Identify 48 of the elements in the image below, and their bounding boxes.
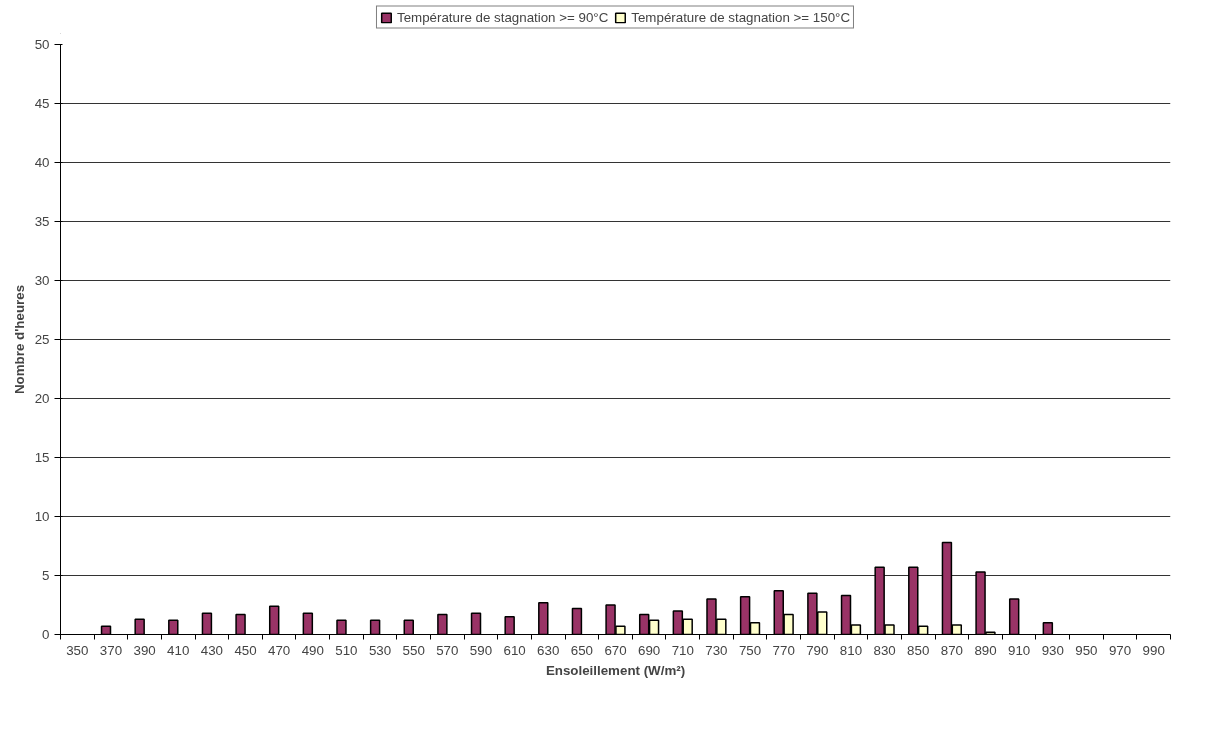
x-tick-label: 350 [66,642,89,658]
x-tick-label: 490 [301,642,324,658]
y-tick-label: 15 [34,450,50,465]
y-tick-label: 20 [34,391,50,406]
x-tick-label: 450 [234,642,257,658]
x-tick-label: 550 [402,642,425,658]
x-tick-label: 990 [1142,642,1165,658]
x-tick-label: 590 [469,642,493,658]
x-tick-label: 570 [436,642,459,658]
x-tick-label: 470 [268,642,291,658]
x-tick-label: 430 [200,642,223,658]
x-tick-label: 710 [671,642,694,658]
x-tick-label: 510 [335,642,358,658]
y-axis-title: Nombre d'heures [11,284,27,395]
y-tick-label: 35 [34,214,50,229]
x-tick-label: 370 [99,642,123,658]
x-tick-label: 670 [604,642,627,658]
x-tick-label: 650 [570,642,593,658]
x-tick-label: 830 [873,642,896,658]
legend-label: Température de stagnation >= 90°C [396,9,609,25]
x-tick-label: 730 [705,642,728,658]
legend-label: Température de stagnation >= 150°C [631,9,851,25]
x-tick-label: 870 [940,642,963,658]
x-tick-label: 890 [974,642,997,658]
x-tick-label: 530 [368,642,392,658]
y-tick-label: 10 [34,509,50,524]
y-tick-label: 50 [34,37,50,52]
y-tick-label: 30 [34,273,50,288]
x-tick-label: 950 [1075,642,1098,658]
x-tick-label: 850 [907,642,930,658]
y-tick-label: 5 [42,568,50,583]
x-tick-label: 610 [503,642,526,658]
y-tick-label: 0 [42,627,50,642]
x-tick-label: 390 [133,642,156,658]
x-tick-label: 410 [167,642,190,658]
y-tick-label: 40 [34,155,50,170]
x-tick-label: 750 [738,642,762,658]
y-tick-label: 25 [34,332,50,347]
x-tick-label: 690 [638,642,661,658]
x-tick-label: 630 [537,642,560,658]
x-tick-label: 930 [1041,642,1064,658]
x-tick-label: 970 [1108,642,1132,658]
x-tick-label: 810 [839,642,863,658]
x-axis-title: Ensoleillement (W/m²) [545,662,686,678]
x-tick-label: 910 [1008,642,1031,658]
x-tick-label: 770 [772,642,795,658]
x-tick-label: 790 [806,642,829,658]
y-tick-label: 45 [34,96,50,111]
